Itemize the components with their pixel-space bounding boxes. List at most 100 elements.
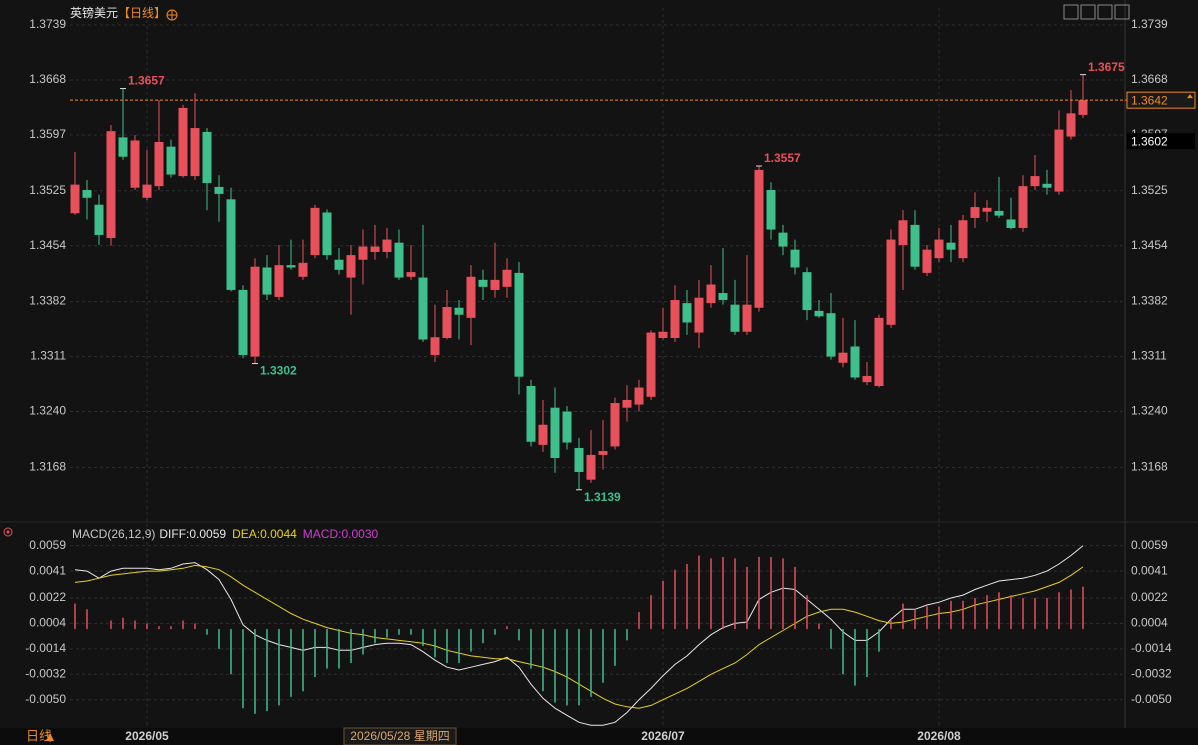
candle-body <box>754 169 764 308</box>
candle-body <box>898 220 908 246</box>
y-tick-label-left: 1.3240 <box>29 404 66 418</box>
candle-body <box>106 131 116 239</box>
y-tick-label-right: -0.0014 <box>1131 641 1172 655</box>
cursor-date: 2026/05/28 星期四 <box>350 729 449 743</box>
candle-body <box>670 300 680 338</box>
candle-body <box>874 317 884 386</box>
icon-circle <box>3 527 13 537</box>
candle-body <box>682 303 692 323</box>
tool-button[interactable] <box>1114 4 1130 20</box>
candle-body <box>586 454 596 480</box>
y-tick-label-right: 0.0059 <box>1131 538 1168 552</box>
y-tick-label-left: 0.0041 <box>29 563 66 577</box>
candle-body <box>466 276 476 318</box>
candle-body <box>514 272 524 377</box>
candle-body <box>202 131 212 184</box>
y-tick-label-left: 1.3739 <box>29 17 66 31</box>
candle-body <box>970 207 980 218</box>
candle-body <box>982 207 992 212</box>
candle-body <box>346 255 356 278</box>
candle-body <box>502 269 512 287</box>
candle-body <box>1006 219 1016 228</box>
y-tick-label-left: 0.0004 <box>29 616 66 630</box>
candle-body <box>934 239 944 259</box>
candle-body <box>442 306 452 338</box>
icon-dot <box>6 530 10 534</box>
candle-body <box>706 284 716 304</box>
candle-body <box>538 424 548 445</box>
candle-body <box>562 411 572 443</box>
y-tick-label-left: 0.0022 <box>29 590 66 604</box>
candle-body <box>166 146 176 175</box>
candle-body <box>1078 100 1088 115</box>
candle-body <box>298 262 308 277</box>
candle-body <box>802 272 812 311</box>
candle-body <box>238 289 248 356</box>
y-tick-label-left: -0.0014 <box>25 641 66 655</box>
extreme-label: 1.3657 <box>128 74 165 88</box>
extreme-label: 1.3302 <box>260 364 297 378</box>
candle-body <box>622 399 632 408</box>
candle-body <box>322 212 332 256</box>
candle-body <box>826 313 836 357</box>
candle-body <box>130 140 140 188</box>
cursor-date-box <box>343 727 457 745</box>
candle-body <box>334 259 344 270</box>
candle-body <box>70 184 80 214</box>
tool-button[interactable] <box>1080 4 1096 20</box>
candle-body <box>262 267 272 295</box>
x-tick-label: 2026/08 <box>917 729 961 743</box>
candle-body <box>82 190 92 198</box>
y-tick-label-left: 1.3525 <box>29 183 66 197</box>
candle-body <box>766 190 776 230</box>
candle-body <box>658 331 668 338</box>
period-label: 【日线】 <box>118 6 166 20</box>
y-tick-label-left: 1.3168 <box>29 460 66 474</box>
footer-arrow[interactable] <box>46 733 54 741</box>
indicator-title: MACD(26,12,9) <box>72 527 155 541</box>
y-tick-label-right: 1.3525 <box>1131 183 1168 197</box>
candle-body <box>394 242 404 278</box>
candle-body <box>790 249 800 268</box>
candle-body <box>946 242 956 250</box>
candle-body <box>574 447 584 472</box>
y-tick-label-right: 1.3668 <box>1131 72 1168 86</box>
y-tick-label-right: -0.0050 <box>1131 692 1172 706</box>
candle-body <box>118 137 128 157</box>
cursor-price-box <box>1127 133 1195 150</box>
y-tick-label-left: 1.3454 <box>29 238 66 252</box>
candle-body <box>286 265 296 268</box>
candle-body <box>94 204 104 235</box>
footer-period[interactable]: 日线 <box>26 728 52 743</box>
tool-button[interactable] <box>1063 4 1079 20</box>
extreme-label: 1.3139 <box>584 490 621 504</box>
candle-body <box>814 310 824 317</box>
candle-body <box>1030 176 1040 187</box>
y-tick-label-right: 1.3454 <box>1131 238 1168 252</box>
candle-body <box>418 277 428 340</box>
candle-body <box>862 375 872 383</box>
candle-body <box>454 307 464 315</box>
y-tick-label-left: 1.3311 <box>30 349 66 363</box>
legend-dea: DEA:0.0044 <box>232 527 297 541</box>
last-price-label: 1.3642 <box>1131 93 1168 107</box>
tool-button[interactable] <box>1097 4 1113 20</box>
candle-body <box>190 128 200 177</box>
candle-body <box>1042 183 1052 188</box>
candle-body <box>922 249 932 273</box>
last-price-arrow <box>1187 94 1193 99</box>
candle-body <box>994 210 1004 216</box>
y-tick-label-right: 1.3311 <box>1131 349 1167 363</box>
candle-body <box>610 403 620 447</box>
candle-body <box>838 352 848 363</box>
candle-body <box>910 224 920 267</box>
candle-body <box>850 346 860 378</box>
indicator-icon[interactable] <box>3 527 13 537</box>
y-tick-label-right: 0.0022 <box>1131 590 1168 604</box>
add-icon[interactable] <box>166 9 178 21</box>
candle-body <box>958 220 968 259</box>
candle-body <box>382 239 392 252</box>
candle-body <box>1066 113 1076 137</box>
legend-macd: MACD:0.0030 <box>303 527 379 541</box>
